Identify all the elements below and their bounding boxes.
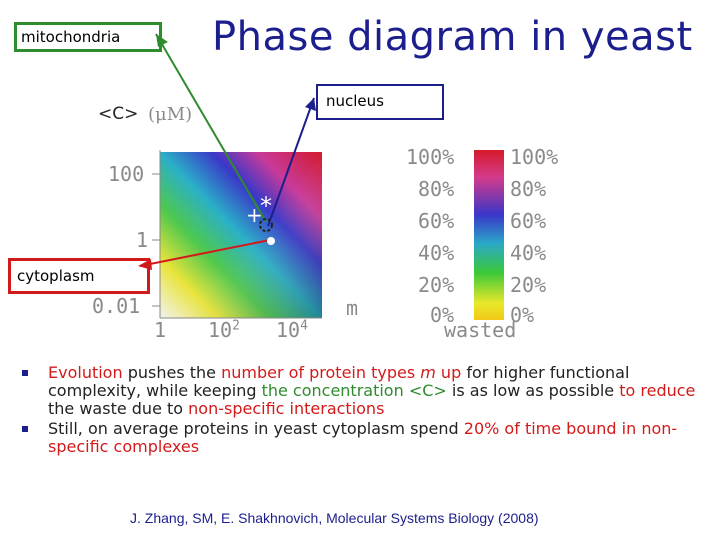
- bullet-list: Evolution pushes the number of protein t…: [22, 364, 702, 458]
- x-tick-label: 1: [154, 318, 167, 342]
- arrow-head-cytoplasm: [138, 259, 152, 270]
- marker-mitochondria: +: [246, 203, 263, 227]
- arrow-head-nucleus: [305, 98, 316, 111]
- x-tick-label: 102: [208, 318, 240, 342]
- colorbar-tick-right: 100%: [510, 145, 559, 169]
- bullet-item: Still, on average proteins in yeast cyto…: [22, 420, 702, 456]
- x-axis-label: m: [346, 296, 359, 320]
- y-axis-label-unit: (μM): [148, 104, 193, 125]
- y-axis-label-prefix: <C>: [98, 104, 139, 124]
- y-tick-label: 0.01: [92, 294, 141, 318]
- label-cytoplasm: cytoplasm: [8, 258, 150, 294]
- colorbar-tick-left: 80%: [418, 177, 455, 201]
- colorbar-tick-right: 60%: [510, 209, 547, 233]
- marker-nucleus: *: [260, 192, 272, 220]
- bullet-square-icon: [22, 370, 28, 376]
- slide-title: Phase diagram in yeast: [212, 14, 693, 60]
- citation: J. Zhang, SM, E. Shakhnovich, Molecular …: [130, 510, 539, 526]
- arrow-mitochondria: [155, 33, 267, 223]
- colorbar-tick-right: 80%: [510, 177, 547, 201]
- colorbar-tick-left: 60%: [418, 209, 455, 233]
- arrow-head-mitochondria: [156, 34, 168, 47]
- colorbar-tick-left: 100%: [406, 145, 455, 169]
- x-tick-label: 104: [276, 318, 308, 342]
- colorbar: [474, 150, 504, 320]
- colorbar-tick-right: 20%: [510, 273, 547, 297]
- label-nucleus: nucleus: [316, 84, 444, 120]
- y-tick-label: 1: [136, 228, 149, 252]
- colorbar-tick-left: 40%: [418, 241, 455, 265]
- bullet-square-icon: [22, 426, 28, 432]
- marker-ring: [259, 218, 273, 232]
- colorbar-tick-left: 0%: [430, 303, 455, 327]
- arrow-nucleus: [267, 97, 315, 227]
- marker-cytoplasm: [267, 237, 275, 245]
- arrow-cytoplasm: [139, 239, 271, 267]
- colorbar-tick-right: 40%: [510, 241, 547, 265]
- bullet-item: Evolution pushes the number of protein t…: [22, 364, 702, 418]
- colorbar-tick-left: 20%: [418, 273, 455, 297]
- label-mitochondria: mitochondria: [14, 22, 162, 52]
- colorbar-tick-right: 0%: [510, 303, 535, 327]
- colorbar-title: wasted: [444, 318, 517, 342]
- y-tick-label: 100: [108, 162, 145, 186]
